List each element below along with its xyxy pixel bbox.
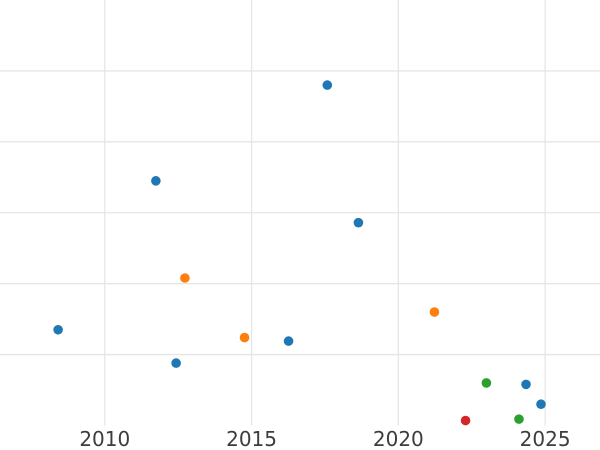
data-point-red	[460, 415, 471, 426]
data-point-orange	[239, 332, 250, 343]
data-point-green	[514, 414, 524, 424]
data-point-blue	[536, 399, 546, 410]
data-point-green	[481, 378, 492, 388]
x-tick-label: 2015	[226, 427, 277, 450]
data-point-blue	[53, 324, 63, 335]
data-point-orange	[429, 307, 440, 317]
data-point-blue	[353, 217, 364, 228]
x-tick-label: 2010	[79, 427, 130, 450]
data-point-blue	[151, 176, 161, 186]
x-tick-label: 2020	[373, 427, 424, 450]
data-point-blue	[283, 336, 294, 346]
x-tick-label: 2025	[520, 427, 571, 450]
data-point-blue	[322, 80, 333, 90]
data-point-blue	[171, 358, 181, 368]
data-point-orange	[180, 273, 190, 283]
data-point-blue	[521, 379, 531, 390]
